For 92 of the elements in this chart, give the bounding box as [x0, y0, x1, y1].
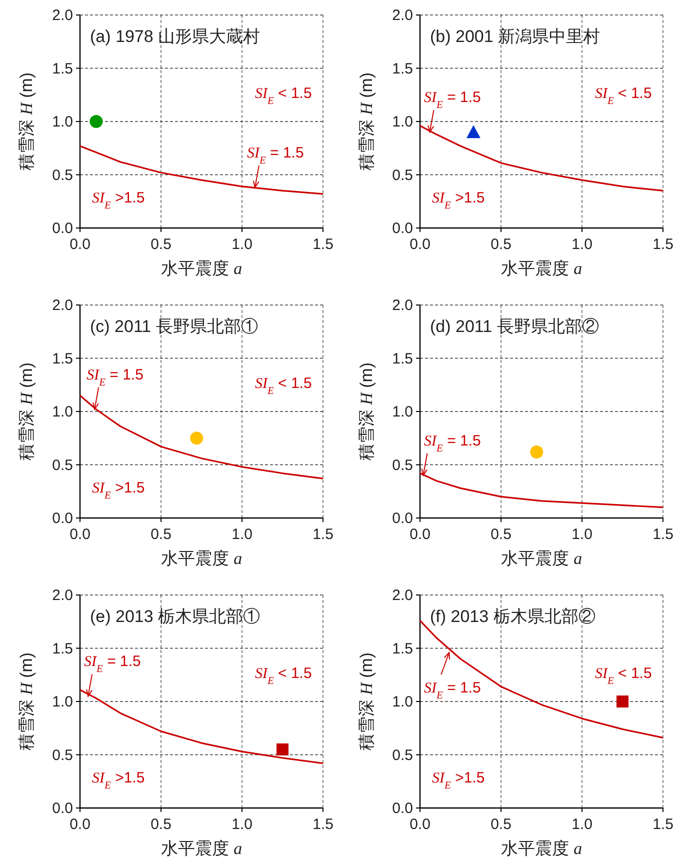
x-tick-label: 1.5 [312, 236, 334, 253]
x-tick-label: 0.5 [150, 526, 172, 543]
x-tick-label: 0.5 [490, 236, 512, 253]
y-tick-label: 1.0 [52, 694, 73, 710]
y-tick-label: 1.0 [392, 404, 413, 420]
x-axis-title: 水平震度 a [500, 839, 582, 858]
y-tick-label: 2.0 [392, 7, 413, 24]
annotation: SI$_{E}$ < 1.5 [594, 85, 652, 107]
annotation: SI$_{E}$ = 1.5 [246, 144, 304, 166]
y-tick-label: 1.5 [392, 640, 413, 658]
line-series [419, 472, 664, 508]
annotation: SI$_{E}$ < 1.5 [254, 85, 312, 107]
x-tick-label: 1.5 [312, 816, 334, 833]
y-tick-label: 1.0 [392, 694, 413, 710]
x-axis-title: 水平震度 a [500, 259, 582, 278]
x-axis-title: 水平震度 a [160, 259, 242, 278]
y-tick-label: 0.0 [392, 510, 413, 527]
x-tick-label: 1.0 [572, 816, 592, 833]
x-tick-label: 0.0 [70, 526, 90, 543]
x-tick-label: 0.0 [410, 236, 430, 253]
x-axis-title: 水平震度 a [160, 549, 242, 568]
annotation: SI$_{E}$ < 1.5 [254, 665, 312, 687]
text: (f) 2013 栃木県北部② [430, 607, 596, 626]
text: (c) 2011 長野県北部① [90, 317, 258, 336]
x-tick-label: 1.0 [572, 526, 592, 543]
annotation: SI$_{E}$ = 1.5 [84, 653, 141, 675]
y-tick-label: 1.0 [392, 114, 413, 130]
text: (b) 2001 新潟県中里村 [430, 27, 600, 46]
annotation: SI$_{E}$ >1.5 [432, 769, 485, 791]
y-tick-label: 0.5 [392, 456, 413, 474]
x-tick-label: 1.0 [232, 816, 252, 833]
x-tick-label: 0.5 [490, 816, 512, 833]
text: (d) 2011 長野県北部② [430, 317, 599, 336]
y-tick-label: 2.0 [52, 297, 73, 314]
annotation: SI$_{E}$ = 1.5 [424, 89, 481, 111]
y-tick-label: 1.5 [52, 640, 73, 658]
y-axis-title: 積雪深 H (m) [17, 362, 36, 461]
y-tick-label: 2.0 [52, 7, 73, 24]
annotation: SI$_{E}$ >1.5 [432, 189, 485, 211]
x-tick-label: 1.0 [572, 236, 592, 253]
x-tick-label: 1.5 [652, 526, 674, 543]
x-tick-label: 0.5 [150, 816, 172, 833]
x-tick-label: 0.0 [410, 526, 430, 543]
text: (a) 1978 山形県大蔵村 [90, 27, 260, 46]
x-tick-label: 1.5 [652, 236, 674, 253]
y-tick-label: 1.5 [52, 350, 73, 368]
y-tick-label: 0.5 [52, 456, 73, 474]
annotation: SI$_{E}$ = 1.5 [424, 432, 481, 454]
y-tick-label: 0.0 [52, 800, 73, 817]
y-tick-label: 1.5 [392, 350, 413, 368]
y-axis-title: 積雪深 H (m) [357, 72, 376, 171]
y-tick-label: 2.0 [52, 587, 73, 604]
annotation: SI$_{E}$ < 1.5 [254, 375, 312, 397]
x-axis-title: 水平震度 a [500, 549, 582, 568]
text: (e) 2013 栃木県北部① [90, 607, 260, 626]
y-tick-label: 0.5 [392, 166, 413, 184]
y-tick-label: 0.0 [392, 800, 413, 817]
annotation: SI$_{E}$ < 1.5 [594, 665, 652, 687]
line-series [79, 688, 324, 764]
y-tick-label: 1.5 [392, 60, 413, 78]
y-axis-title: 積雪深 H (m) [357, 652, 376, 751]
y-tick-label: 0.5 [392, 746, 413, 764]
y-axis-title: 積雪深 H (m) [17, 652, 36, 751]
x-tick-label: 1.5 [312, 526, 334, 543]
y-tick-label: 0.5 [52, 746, 73, 764]
y-tick-label: 0.0 [52, 220, 73, 237]
y-axis-title: 積雪深 H (m) [357, 362, 376, 461]
x-tick-label: 1.0 [232, 236, 252, 253]
y-axis-title: 積雪深 H (m) [17, 72, 36, 171]
x-axis-title: 水平震度 a [160, 839, 242, 858]
x-tick-label: 1.0 [232, 526, 252, 543]
y-tick-label: 2.0 [392, 297, 413, 314]
y-tick-label: 2.0 [392, 587, 413, 604]
x-tick-label: 0.5 [150, 236, 172, 253]
x-tick-label: 1.5 [652, 816, 674, 833]
x-tick-label: 0.5 [490, 526, 512, 543]
line-series [419, 124, 664, 192]
y-tick-label: 1.5 [52, 60, 73, 78]
y-tick-label: 0.0 [52, 510, 73, 527]
annotation: SI$_{E}$ >1.5 [92, 189, 145, 211]
annotation: SI$_{E}$ = 1.5 [424, 680, 481, 702]
x-tick-label: 0.0 [70, 816, 90, 833]
annotation: SI$_{E}$ >1.5 [92, 479, 145, 501]
annotation: SI$_{E}$ = 1.5 [86, 366, 144, 388]
y-tick-label: 1.0 [52, 404, 73, 420]
line-series [79, 394, 324, 480]
x-tick-label: 0.0 [410, 816, 430, 833]
annotation: SI$_{E}$ >1.5 [92, 769, 145, 791]
y-tick-label: 0.0 [392, 220, 413, 237]
y-tick-label: 0.5 [52, 166, 73, 184]
y-tick-label: 1.0 [52, 114, 73, 130]
x-tick-label: 0.0 [70, 236, 90, 253]
